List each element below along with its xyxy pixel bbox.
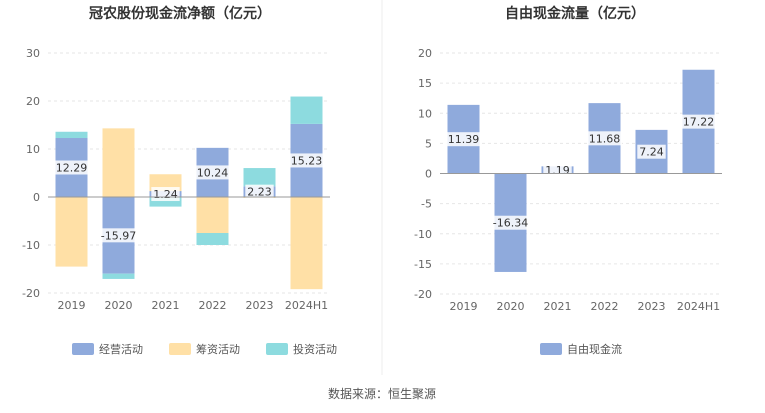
- data-label: -16.34: [493, 217, 528, 230]
- x-tick-label: 2020: [105, 299, 133, 312]
- x-tick-label: 2020: [497, 300, 525, 313]
- bar-投资活动: [196, 233, 229, 245]
- x-tick-label: 2024H1: [677, 300, 720, 313]
- y-tick-label: -20: [414, 288, 432, 301]
- data-label-bg: [245, 184, 274, 199]
- y-tick-label: 15: [418, 77, 432, 90]
- data-label-bg: [289, 153, 324, 168]
- data-label: -15.97: [101, 229, 136, 242]
- chart-2-plot: 20 15 10 5 0 -5 -10 -15 -20 11.39 2019 -16.34 2020 1.…: [414, 47, 722, 313]
- legend-label: 筹资活动: [196, 342, 240, 356]
- bar-投资活动: [149, 197, 182, 207]
- data-label: 12.29: [56, 162, 88, 175]
- x-tick-label: 2019: [58, 299, 86, 312]
- x-tick-label: 2019: [450, 300, 478, 313]
- data-label-bg: [97, 228, 140, 243]
- data-label-bg: [446, 132, 481, 147]
- x-tick-label: 2021: [544, 300, 572, 313]
- y-tick-label: 5: [425, 137, 432, 150]
- bar-投资活动: [243, 168, 276, 187]
- legend-swatch: [72, 343, 94, 355]
- data-label: 2.23: [247, 186, 272, 199]
- x-tick-label: 2022: [591, 300, 619, 313]
- y-tick-label: -10: [414, 228, 432, 241]
- legend-swatch: [266, 343, 288, 355]
- data-label: 11.68: [589, 132, 621, 145]
- y-tick-label: 10: [26, 143, 40, 156]
- chart-1-legend: 经营活动 筹资活动 投资活动: [72, 342, 337, 356]
- data-label: 7.24: [639, 146, 664, 159]
- data-label: 15.23: [291, 154, 323, 167]
- bar-筹资活动: [55, 197, 88, 267]
- y-tick-label: 10: [418, 107, 432, 120]
- data-label-bg: [489, 215, 532, 230]
- data-label: 11.39: [448, 133, 480, 146]
- bar-投资活动: [55, 131, 88, 139]
- y-tick-label: 20: [418, 47, 432, 60]
- bar-筹资活动: [290, 197, 323, 290]
- y-tick-label: 0: [425, 168, 432, 181]
- y-tick-label: -15: [414, 258, 432, 271]
- x-tick-label: 2023: [638, 300, 666, 313]
- data-label-bg: [637, 144, 666, 159]
- data-label-bg: [195, 165, 230, 180]
- data-source: 数据来源：恒生聚源: [328, 386, 436, 401]
- legend-label: 投资活动: [293, 342, 337, 356]
- data-label: 17.22: [683, 116, 715, 129]
- y-tick-label: -5: [421, 198, 432, 211]
- legend-label: 经营活动: [99, 342, 143, 356]
- bar-筹资活动: [149, 174, 182, 192]
- y-tick-label: 30: [26, 47, 40, 60]
- data-label-bg: [681, 114, 716, 129]
- bar-筹资活动: [196, 197, 229, 233]
- x-tick-label: 2021: [152, 299, 180, 312]
- bar-投资活动: [290, 96, 323, 124]
- x-tick-label: 2024H1: [285, 299, 328, 312]
- legend-swatch: [169, 343, 191, 355]
- x-tick-label: 2022: [199, 299, 227, 312]
- chart-2-title: 自由现金流量（亿元）: [505, 5, 645, 22]
- chart-1-title: 冠农股份现金流净额（亿元）: [89, 5, 271, 22]
- data-label: 1.19: [545, 164, 570, 177]
- bar-投资活动: [102, 273, 135, 279]
- bar-筹资活动: [102, 128, 135, 197]
- chart-2-legend: 自由现金流: [540, 342, 622, 356]
- data-label-bg: [151, 187, 180, 202]
- legend-swatch: [540, 343, 562, 355]
- data-label-bg: [54, 160, 89, 175]
- y-tick-label: -20: [22, 287, 40, 300]
- data-label: 1.24: [153, 188, 178, 201]
- data-label: 10.24: [197, 166, 229, 179]
- x-tick-label: 2023: [246, 299, 274, 312]
- y-tick-label: -10: [22, 239, 40, 252]
- chart-1-plot: 30 20 10 0 -10 -20 12.29 2019 -15.97 2020 1.24 2021…: [22, 47, 330, 312]
- legend-label: 自由现金流: [567, 342, 622, 356]
- data-label-bg: [587, 131, 622, 146]
- y-tick-label: 20: [26, 95, 40, 108]
- y-tick-label: 0: [33, 191, 40, 204]
